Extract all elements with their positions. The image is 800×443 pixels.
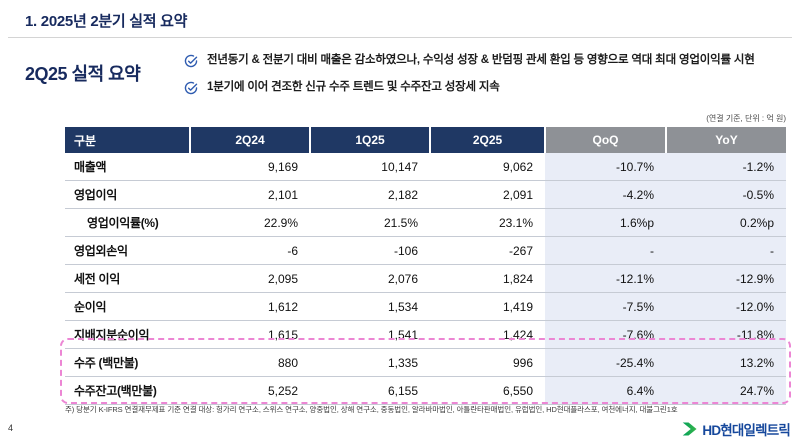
table-row: 매출액 9,169 10,147 9,062 -10.7% -1.2%	[65, 153, 786, 181]
cell-yoy: 24.7%	[666, 376, 786, 405]
cell-yoy: -1.2%	[666, 153, 786, 181]
cell-2q24: 880	[190, 348, 310, 377]
cell-2q24: 9,169	[190, 153, 310, 181]
cell-1q25: 10,147	[310, 153, 430, 181]
bullet-text: 전년동기 & 전분기 대비 매출은 감소하였으나, 수익성 성장 & 반덤핑 관…	[207, 54, 755, 66]
cell-2q25: 9,062	[430, 153, 545, 181]
row-label: 수주잔고(백만불)	[65, 376, 190, 405]
cell-2q25: -267	[430, 236, 545, 265]
cell-qoq: -4.2%	[545, 180, 666, 209]
cell-yoy: -0.5%	[666, 180, 786, 209]
row-label: 순이익	[65, 292, 190, 321]
cell-2q24: 2,101	[190, 180, 310, 209]
logo-arrow-icon	[682, 421, 698, 437]
cell-1q25: 1,541	[310, 320, 430, 349]
summary-bullets: 전년동기 & 전분기 대비 매출은 감소하였으나, 수익성 성장 & 반덤핑 관…	[184, 52, 784, 107]
unit-note: (연결 기준, 단위 : 억 원)	[706, 114, 786, 123]
cell-2q24: 1,612	[190, 292, 310, 321]
row-label: 세전 이익	[65, 264, 190, 293]
cell-2q24: -6	[190, 236, 310, 265]
page-number: 4	[8, 423, 14, 433]
cell-2q25: 6,550	[430, 376, 545, 405]
check-circle-icon	[184, 54, 198, 68]
cell-qoq: -	[545, 236, 666, 265]
cell-qoq: -7.6%	[545, 320, 666, 349]
row-label: 영업이익률(%)	[65, 208, 190, 237]
cell-qoq: 6.4%	[545, 376, 666, 405]
column-header-1q25: 1Q25	[310, 127, 431, 153]
cell-2q25: 1,419	[430, 292, 545, 321]
cell-1q25: 1,335	[310, 348, 430, 377]
cell-2q24: 5,252	[190, 376, 310, 405]
table-row: 순이익 1,612 1,534 1,419 -7.5% -12.0%	[65, 292, 786, 321]
column-header-yoy: YoY	[666, 127, 786, 153]
row-label: 지배지분순이익	[65, 320, 190, 349]
table-body: 매출액 9,169 10,147 9,062 -10.7% -1.2% 영업이익 2,101 2…	[65, 153, 786, 405]
cell-1q25: 21.5%	[310, 208, 430, 237]
cell-2q25: 1,424	[430, 320, 545, 349]
cell-2q24: 1,615	[190, 320, 310, 349]
column-header-2q25: 2Q25	[430, 127, 546, 153]
row-label: 수주 (백만불)	[65, 348, 190, 377]
row-label: 매출액	[65, 153, 190, 181]
table-row: 지배지분순이익 1,615 1,541 1,424 -7.6% -11.8%	[65, 320, 786, 349]
cell-2q24: 2,095	[190, 264, 310, 293]
cell-yoy: 13.2%	[666, 348, 786, 377]
cell-qoq: -25.4%	[545, 348, 666, 377]
footnote: 주) 당분기 K-IFRS 연결재무제표 기준 연결 대상: 헝가리 연구소, …	[65, 405, 678, 414]
results-table-wrap: 구분 2Q24 1Q25 2Q25 QoQ YoY 매출액 9,169 10,147…	[60, 127, 791, 405]
table-row: 영업이익 2,101 2,182 2,091 -4.2% -0.5%	[65, 180, 786, 209]
row-label: 영업외손익	[65, 236, 190, 265]
cell-yoy: -	[666, 236, 786, 265]
title-divider	[8, 37, 792, 38]
cell-1q25: 2,182	[310, 180, 430, 209]
table-row: 수주잔고(백만불) 5,252 6,155 6,550 6.4% 24.7%	[65, 376, 786, 405]
summary-heading: 2Q25 실적 요약	[25, 64, 141, 84]
column-header-category: 구분	[65, 127, 191, 153]
bullet-item: 1분기에 이어 견조한 신규 수주 트렌드 및 수주잔고 성장세 지속	[184, 79, 784, 96]
cell-1q25: -106	[310, 236, 430, 265]
check-circle-icon	[184, 81, 198, 95]
table-row: 영업이익률(%) 22.9% 21.5% 23.1% 1.6%p 0.2%p	[65, 208, 786, 237]
row-label: 영업이익	[65, 180, 190, 209]
cell-qoq: -12.1%	[545, 264, 666, 293]
cell-qoq: -7.5%	[545, 292, 666, 321]
table-row: 수주 (백만불) 880 1,335 996 -25.4% 13.2%	[65, 348, 786, 377]
cell-1q25: 1,534	[310, 292, 430, 321]
cell-2q25: 23.1%	[430, 208, 545, 237]
column-header-2q24: 2Q24	[190, 127, 311, 153]
cell-yoy: -12.9%	[666, 264, 786, 293]
cell-1q25: 2,076	[310, 264, 430, 293]
results-table: 구분 2Q24 1Q25 2Q25 QoQ YoY 매출액 9,169 10,147…	[65, 127, 786, 405]
page-title: 1. 2025년 2분기 실적 요약	[25, 13, 188, 30]
bullet-item: 전년동기 & 전분기 대비 매출은 감소하였으나, 수익성 성장 & 반덤핑 관…	[184, 52, 784, 69]
table-row: 영업외손익 -6 -106 -267- -	[65, 236, 786, 265]
cell-yoy: 0.2%p	[666, 208, 786, 237]
cell-yoy: -12.0%	[666, 292, 786, 321]
cell-2q25: 996	[430, 348, 545, 377]
cell-2q25: 2,091	[430, 180, 545, 209]
cell-1q25: 6,155	[310, 376, 430, 405]
column-header-qoq: QoQ	[545, 127, 667, 153]
cell-yoy: -11.8%	[666, 320, 786, 349]
cell-qoq: -10.7%	[545, 153, 666, 181]
table-row: 세전 이익 2,095 2,076 1,824 -12.1% -12.9%	[65, 264, 786, 293]
logo-text: HD현대일렉트릭	[702, 423, 790, 438]
cell-2q25: 1,824	[430, 264, 545, 293]
company-logo: HD현대일렉트릭	[682, 419, 791, 439]
bullet-text: 1분기에 이어 견조한 신규 수주 트렌드 및 수주잔고 성장세 지속	[207, 81, 500, 94]
table-header-row: 구분 2Q24 1Q25 2Q25 QoQ YoY	[65, 127, 786, 153]
cell-qoq: 1.6%p	[545, 208, 666, 237]
cell-2q24: 22.9%	[190, 208, 310, 237]
